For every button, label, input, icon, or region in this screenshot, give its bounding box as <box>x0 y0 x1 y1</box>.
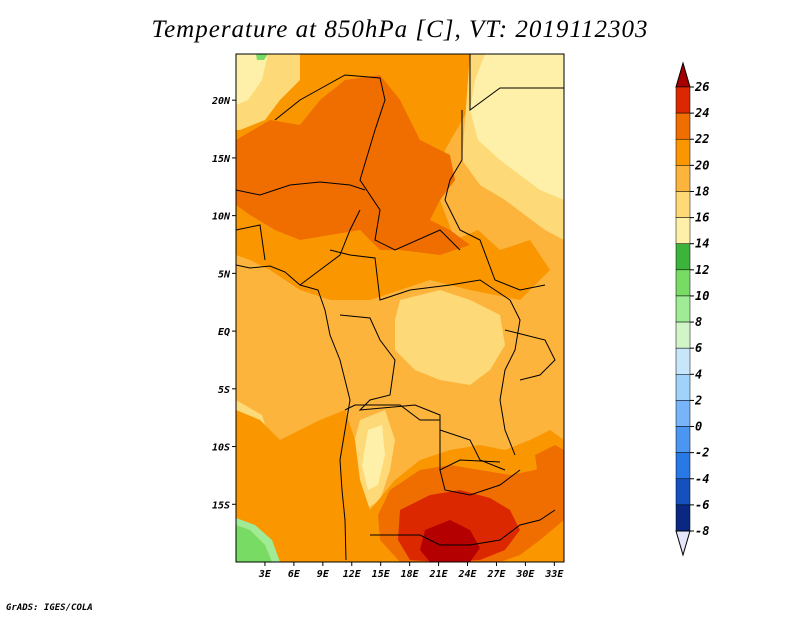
border-ne <box>469 54 564 111</box>
border-west-sahel <box>236 224 266 261</box>
border-angola <box>344 404 501 471</box>
colorbar-label: -6 <box>695 498 709 512</box>
border-sahel <box>236 181 366 196</box>
lat-tick-label: 20N <box>211 96 231 107</box>
colorbar-swatch <box>675 478 691 506</box>
colorbar-label: 10 <box>695 289 709 303</box>
lon-tick-label: 24E <box>457 569 477 580</box>
colorbar-swatch <box>675 191 691 218</box>
colorbar-swatch <box>675 165 691 192</box>
colorbar-label: 0 <box>695 420 702 434</box>
border-chad-sudan <box>444 110 546 291</box>
field-28-south <box>420 520 480 562</box>
lon-tick-label: 27E <box>486 569 506 580</box>
field-16-nw <box>236 54 268 105</box>
colorbar-label: -8 <box>695 524 709 538</box>
colorbar-label: 12 <box>695 263 709 277</box>
colorbar-swatch <box>675 112 691 140</box>
border-zambia <box>439 469 521 496</box>
colorbar-label: 2 <box>694 393 702 407</box>
lat-tick-label: 5N <box>218 269 231 280</box>
colorbar-swatch <box>675 269 691 297</box>
country-borders <box>236 54 564 561</box>
colorbar-swatch <box>675 295 691 323</box>
lon-tick-label: 33E <box>544 569 564 580</box>
colorbar-swatch <box>675 347 691 375</box>
colorbar-label: -2 <box>695 446 709 460</box>
colorbar-label: 18 <box>695 184 709 198</box>
lat-tick-label: 15S <box>212 500 230 511</box>
colorbar-label: 24 <box>694 106 709 120</box>
map-title: Temperature at 850hPa [C], VT: 201911230… <box>151 16 649 43</box>
lon-tick-label: 12E <box>343 569 362 580</box>
colorbar-swatch <box>675 374 691 401</box>
colorbar-label: 20 <box>694 158 709 172</box>
colorbar-label: 6 <box>695 341 702 355</box>
field-green-sw <box>236 525 272 562</box>
lon-tick-label: 9E <box>317 569 330 580</box>
colorbar-label: 8 <box>695 315 702 329</box>
colorbar-swatch <box>675 321 691 349</box>
map-frame <box>235 53 565 563</box>
colorbar-swatch <box>675 86 691 114</box>
lon-tick-label: 3E <box>258 569 272 580</box>
colorbar-label: 16 <box>695 211 709 225</box>
colorbar-label: 22 <box>694 132 709 146</box>
colorbar-label: 4 <box>695 367 702 381</box>
border-lakes <box>504 329 556 381</box>
lon-tick-label: 30E <box>515 569 535 580</box>
lon-tick-label: 6E <box>288 569 301 580</box>
colorbar-bottom-arrow <box>675 530 691 557</box>
coastline-west <box>236 264 351 561</box>
longitude-axis: 3E 6E 9E 12E 15E 18E 21E 24E 27E 30E 33E <box>258 562 564 580</box>
colorbar-swatch <box>675 504 691 532</box>
field-16-angola <box>362 425 385 490</box>
grads-credit: GrADS: IGES/COLA <box>6 603 93 613</box>
lat-tick-label: EQ <box>218 327 230 338</box>
colorbar-swatch <box>675 452 691 480</box>
lat-tick-label: 15N <box>212 154 231 165</box>
colorbar-label: 26 <box>694 80 709 94</box>
colorbar-swatch <box>675 400 691 427</box>
field-18-central <box>395 290 505 385</box>
colorbar-label: -4 <box>695 472 709 486</box>
border-central <box>329 249 511 301</box>
border-cameroon <box>299 209 361 286</box>
lat-tick-label: 10N <box>212 212 231 223</box>
field-16-ne <box>470 54 564 200</box>
border-south <box>370 509 556 546</box>
latitude-axis: 20N 15N 10N 5N EQ 5S 10S 15S <box>211 96 236 511</box>
field-24-east <box>535 445 564 505</box>
field-green-nw <box>256 54 268 60</box>
border-congo <box>339 314 506 471</box>
lat-tick-label: 10S <box>212 443 230 454</box>
colorbar-swatch <box>675 243 691 271</box>
field-24-nw <box>236 75 470 255</box>
colorbar-top-arrow <box>675 61 691 88</box>
colorbar-swatch <box>675 138 691 166</box>
lon-tick-label: 18E <box>401 569 420 580</box>
colorbar-label: 14 <box>695 237 709 251</box>
lon-tick-label: 21E <box>429 569 449 580</box>
lon-tick-label: 15E <box>372 569 391 580</box>
colorbar-swatch <box>675 426 691 453</box>
field-lightgreen-sw <box>236 518 280 562</box>
lat-tick-label: 5S <box>218 385 230 396</box>
border-north <box>274 74 461 251</box>
temperature-field <box>236 54 564 562</box>
border-east <box>499 299 521 456</box>
colorbar-swatch <box>675 217 691 244</box>
